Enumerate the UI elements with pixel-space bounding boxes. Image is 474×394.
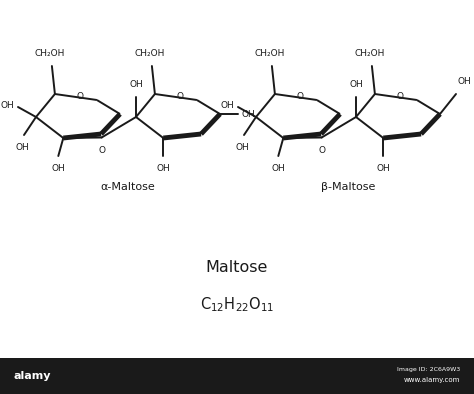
Bar: [0, 358, 474, 394]
Text: O: O: [318, 145, 325, 154]
Text: CH₂OH: CH₂OH: [35, 49, 65, 58]
Text: OH: OH: [272, 164, 285, 173]
Text: O: O: [396, 91, 403, 100]
Text: O: O: [176, 91, 183, 100]
Text: α-Maltose: α-Maltose: [100, 182, 155, 192]
Text: www.alamy.com: www.alamy.com: [404, 377, 460, 383]
Text: OH: OH: [156, 164, 170, 173]
Text: OH: OH: [129, 80, 143, 89]
Text: CH₂OH: CH₂OH: [255, 49, 285, 58]
Text: OH: OH: [349, 80, 363, 89]
Text: OH: OH: [242, 110, 256, 119]
Text: OH: OH: [15, 143, 29, 152]
Text: OH: OH: [458, 77, 472, 86]
Text: $\mathrm{C_{12}H_{22}O_{11}}$: $\mathrm{C_{12}H_{22}O_{11}}$: [200, 296, 274, 314]
Text: OH: OH: [376, 164, 390, 173]
Text: O: O: [76, 91, 83, 100]
Text: alamy: alamy: [14, 371, 52, 381]
Text: β-Maltose: β-Maltose: [321, 182, 375, 192]
Text: CH₂OH: CH₂OH: [355, 49, 385, 58]
Text: OH: OH: [51, 164, 65, 173]
Text: CH₂OH: CH₂OH: [135, 49, 165, 58]
Text: OH: OH: [235, 143, 249, 152]
Text: O: O: [98, 145, 105, 154]
Text: Maltose: Maltose: [206, 260, 268, 275]
Text: Image ID: 2C6A9W3: Image ID: 2C6A9W3: [397, 368, 460, 372]
Text: O: O: [296, 91, 303, 100]
Text: OH: OH: [0, 100, 14, 110]
Text: OH: OH: [220, 100, 234, 110]
